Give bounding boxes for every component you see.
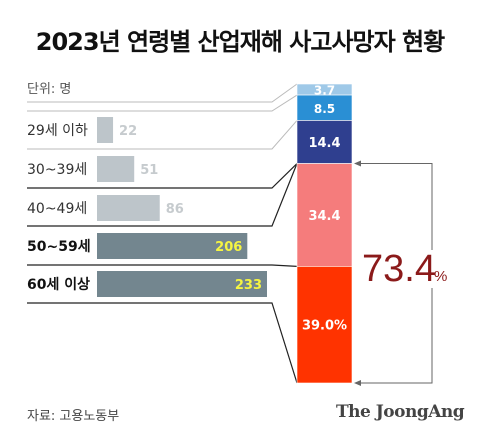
stack-value-label: 39.0% <box>302 319 347 334</box>
category-label: 60세 이상 <box>27 276 90 293</box>
stack-value-label: 14.4 <box>308 136 340 151</box>
bar-value-label: 86 <box>166 202 184 217</box>
connector-line <box>27 120 298 150</box>
connector-line <box>27 94 298 112</box>
annotation-value: 73.4 <box>362 248 436 290</box>
bar-value-label: 233 <box>235 278 262 293</box>
connector-line <box>27 302 298 384</box>
connector-line <box>27 83 298 103</box>
bar-value-label: 51 <box>140 163 158 178</box>
arrow-head-icon <box>354 160 361 167</box>
bar <box>97 156 135 182</box>
category-label: 40~49세 <box>27 201 87 217</box>
chart-title: 2023년 연령별 산업재해 사고사망자 현황 <box>35 28 445 56</box>
stack-segment <box>296 266 353 384</box>
stack-value-label: 8.5 <box>314 102 335 116</box>
annotation-unit: % <box>434 268 447 285</box>
arrow-head-icon <box>354 380 361 386</box>
stack-segment <box>296 163 353 267</box>
connector-line <box>27 264 298 267</box>
brand-logo: The JoongAng <box>336 402 465 422</box>
stack-value-label: 34.4 <box>308 209 340 224</box>
source-label: 자료: 고용노동부 <box>27 409 120 424</box>
connector-line <box>27 163 298 227</box>
bar <box>97 117 114 143</box>
bar <box>97 271 267 297</box>
bar-value-label: 22 <box>119 124 137 139</box>
stack-segment <box>296 94 353 121</box>
unit-label: 단위: 명 <box>27 82 72 97</box>
category-label: 29세 이하 <box>27 123 88 139</box>
category-label: 30~39세 <box>27 162 87 178</box>
bar <box>97 233 248 259</box>
annotation-background <box>358 250 454 288</box>
stack-segment <box>296 120 353 164</box>
bar-value-label: 206 <box>215 240 242 255</box>
stack-value-label: 3.7 <box>314 84 335 98</box>
connector-line <box>27 163 298 189</box>
category-label: 50~59세 <box>27 239 91 255</box>
bar <box>97 195 160 221</box>
